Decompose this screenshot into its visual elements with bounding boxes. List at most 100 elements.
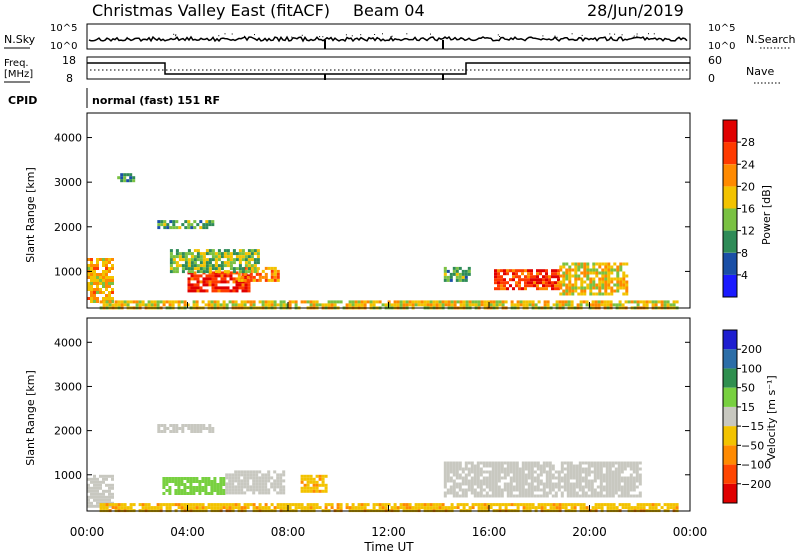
data-cell [111, 474, 114, 478]
data-cell [279, 476, 283, 480]
data-cell [229, 274, 233, 278]
data-cell [223, 255, 227, 259]
data-cell [217, 280, 221, 284]
noise-right-tick-bottom: 10^0 [708, 41, 735, 52]
data-cell [536, 482, 540, 486]
data-cell [476, 473, 480, 477]
data-cell [443, 278, 447, 282]
data-cell [613, 268, 617, 272]
data-cell [446, 479, 450, 483]
data-cell [96, 480, 99, 484]
data-cell [554, 470, 558, 474]
data-cell [605, 464, 609, 468]
data-cell [610, 277, 614, 281]
data-cell [372, 506, 376, 510]
data-cell [187, 258, 191, 262]
data-cell [253, 270, 257, 274]
data-cell [452, 488, 456, 492]
data-cell [554, 281, 557, 285]
data-cell [468, 300, 472, 304]
data-cell [214, 274, 218, 278]
data-cell [198, 503, 202, 507]
data-cell [587, 494, 591, 498]
data-cell [111, 267, 114, 270]
data-cell [498, 506, 502, 510]
data-cell [228, 503, 232, 507]
data-cell [536, 272, 539, 276]
velocity-colorbar-tick-label: −200 [741, 478, 771, 491]
noise-search-dot [126, 36, 128, 38]
data-cell [580, 283, 584, 287]
data-cell [657, 503, 661, 507]
data-cell [223, 249, 227, 253]
data-cell [303, 486, 307, 490]
data-cell [597, 503, 601, 507]
data-cell [590, 482, 594, 486]
data-cell [578, 476, 582, 480]
data-cell [464, 482, 468, 486]
data-cell [294, 503, 298, 507]
noise-search-dot [609, 33, 611, 35]
data-cell [461, 479, 465, 483]
data-cell [219, 506, 223, 510]
data-cell [518, 470, 522, 474]
data-cell [261, 488, 265, 492]
data-cell [543, 503, 547, 507]
data-cell [105, 498, 108, 502]
data-cell [500, 494, 504, 498]
data-cell [249, 488, 253, 492]
data-cell [207, 300, 211, 304]
data-cell [408, 303, 412, 307]
data-cell [186, 492, 190, 495]
data-cell [190, 252, 194, 256]
data-cell [312, 300, 316, 304]
data-cell [473, 473, 477, 477]
data-cell [617, 473, 621, 477]
data-cell [617, 467, 621, 471]
data-cell [488, 473, 492, 477]
data-cell [157, 427, 161, 430]
data-cell [519, 303, 523, 307]
data-cell [196, 289, 200, 293]
data-cell [193, 274, 197, 278]
data-cell [591, 303, 595, 307]
data-cell [252, 470, 256, 474]
data-cell [616, 265, 620, 269]
cpid-label: CPID [8, 94, 37, 107]
data-cell [458, 485, 462, 489]
data-cell [102, 477, 105, 481]
data-cell [196, 252, 200, 256]
data-cell [608, 485, 612, 489]
data-cell [255, 485, 259, 489]
data-cell [105, 267, 108, 270]
data-cell [252, 476, 256, 480]
data-cell [629, 467, 633, 471]
data-cell [610, 280, 614, 284]
data-cell [632, 470, 636, 474]
data-cell [524, 473, 528, 477]
data-cell [613, 262, 617, 266]
data-cell [452, 269, 456, 273]
data-cell [273, 488, 277, 492]
data-cell [464, 494, 468, 498]
y-tick-label: 1000 [54, 469, 82, 482]
data-cell [258, 470, 262, 474]
data-cell [458, 266, 462, 270]
data-cell [228, 300, 232, 304]
data-cell [452, 485, 456, 489]
data-cell [620, 470, 624, 474]
data-cell [426, 300, 430, 304]
data-cell [199, 430, 203, 433]
data-cell [123, 173, 127, 177]
data-cell [105, 300, 109, 304]
data-cell [147, 506, 151, 510]
data-cell [503, 467, 507, 471]
data-cell [590, 488, 594, 492]
velocity-colorbar-swatch [723, 445, 737, 465]
data-cell [93, 504, 96, 508]
data-cell [111, 492, 114, 496]
data-cell [117, 503, 121, 507]
data-cell [279, 473, 283, 477]
data-cell [261, 506, 265, 510]
data-cell [527, 284, 530, 288]
